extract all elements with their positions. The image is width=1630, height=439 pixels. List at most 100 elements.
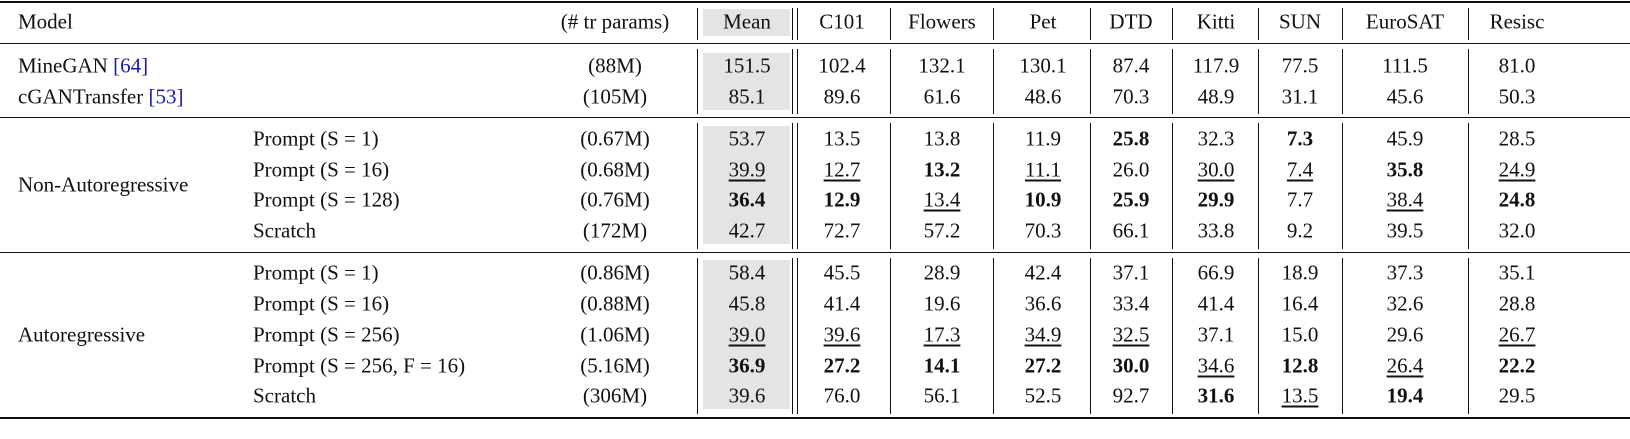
score-cell: 151.5 <box>723 53 771 78</box>
score-cell: 76.0 <box>823 383 861 408</box>
header-cell: Kitti <box>1196 9 1236 34</box>
column-divider <box>993 258 994 414</box>
score-cell: 13.5 <box>1281 383 1319 408</box>
score-cell: 37.1 <box>1112 260 1150 285</box>
score-cell: 16.4 <box>1281 291 1319 316</box>
score-cell: 15.0 <box>1281 322 1319 347</box>
score-cell: 85.1 <box>728 84 766 109</box>
citation[interactable]: [53] <box>148 84 184 109</box>
score-cell: 45.8 <box>728 291 766 316</box>
score-cell: 41.4 <box>1197 291 1235 316</box>
param-count: (105M) <box>582 84 648 109</box>
score-cell: 39.6 <box>728 383 766 408</box>
score-cell: 39.9 <box>728 157 766 182</box>
score-cell: 35.1 <box>1498 260 1536 285</box>
score-cell: 38.4 <box>1386 187 1424 212</box>
column-divider <box>1172 123 1173 249</box>
column-divider <box>1258 8 1259 40</box>
score-cell: 39.0 <box>728 322 766 347</box>
column-divider <box>1172 8 1173 40</box>
score-cell: 57.2 <box>923 218 961 243</box>
group-label: Non-Autoregressive <box>18 172 189 197</box>
score-cell: 29.5 <box>1498 383 1536 408</box>
score-cell: 53.7 <box>728 126 766 151</box>
score-cell: 9.2 <box>1286 218 1314 243</box>
score-cell: 37.3 <box>1386 260 1424 285</box>
score-cell: 32.5 <box>1112 322 1150 347</box>
column-divider <box>1090 8 1091 40</box>
column-divider <box>1090 49 1091 114</box>
param-count: (0.68M) <box>580 157 650 182</box>
score-cell: 27.2 <box>823 353 861 378</box>
rule <box>0 43 1630 44</box>
score-cell: 34.6 <box>1197 353 1235 378</box>
score-cell: 32.3 <box>1197 126 1235 151</box>
column-divider <box>1468 49 1469 114</box>
column-divider <box>1468 123 1469 249</box>
rule <box>0 117 1630 118</box>
score-cell: 39.5 <box>1386 218 1424 243</box>
score-cell: 25.9 <box>1112 187 1150 212</box>
column-divider <box>1090 123 1091 249</box>
score-cell: 37.1 <box>1197 322 1235 347</box>
score-cell: 26.4 <box>1386 353 1424 378</box>
column-divider <box>993 8 994 40</box>
score-cell: 56.1 <box>923 383 961 408</box>
score-cell: 13.4 <box>923 187 961 212</box>
column-divider <box>792 123 793 249</box>
rule <box>0 1 1630 3</box>
model-name: cGANTransfer [53] <box>18 84 184 109</box>
score-cell: 102.4 <box>818 53 866 78</box>
score-cell: 30.0 <box>1197 157 1235 182</box>
score-cell: 31.6 <box>1197 383 1235 408</box>
score-cell: 41.4 <box>823 291 861 316</box>
column-divider <box>1342 49 1343 114</box>
score-cell: 28.8 <box>1498 291 1536 316</box>
score-cell: 33.8 <box>1197 218 1235 243</box>
model-name: Scratch <box>253 218 316 243</box>
score-cell: 45.6 <box>1386 84 1424 109</box>
header-cell: Pet <box>1029 9 1057 34</box>
column-divider <box>890 8 891 40</box>
score-cell: 42.7 <box>728 218 766 243</box>
score-cell: 66.1 <box>1112 218 1150 243</box>
model-name: Prompt (S = 16) <box>253 291 390 316</box>
score-cell: 89.6 <box>823 84 861 109</box>
score-cell: 117.9 <box>1192 53 1240 78</box>
header-cell: SUN <box>1278 9 1322 34</box>
score-cell: 14.1 <box>923 353 961 378</box>
citation[interactable]: [64] <box>113 53 149 78</box>
score-cell: 12.9 <box>823 187 861 212</box>
score-cell: 33.4 <box>1112 291 1150 316</box>
column-divider <box>792 49 793 114</box>
score-cell: 35.8 <box>1386 157 1424 182</box>
header-cell: Model <box>18 9 73 34</box>
score-cell: 87.4 <box>1112 53 1150 78</box>
header-cell: Flowers <box>908 9 976 34</box>
param-count: (306M) <box>582 383 648 408</box>
mean-column-shade <box>703 260 790 409</box>
header-cell: Mean <box>723 9 771 34</box>
score-cell: 18.9 <box>1281 260 1319 285</box>
score-cell: 32.0 <box>1498 218 1536 243</box>
model-name: Prompt (S = 1) <box>253 126 379 151</box>
score-cell: 29.6 <box>1386 322 1424 347</box>
model-name: Prompt (S = 256) <box>253 322 400 347</box>
score-cell: 28.5 <box>1498 126 1536 151</box>
column-divider <box>1468 8 1469 40</box>
column-divider <box>697 49 698 114</box>
score-cell: 77.5 <box>1281 53 1319 78</box>
column-divider <box>1258 123 1259 249</box>
score-cell: 7.4 <box>1286 157 1314 182</box>
header-cell: (# tr params) <box>560 9 670 34</box>
score-cell: 32.6 <box>1386 291 1424 316</box>
column-divider <box>890 258 891 414</box>
column-divider <box>890 123 891 249</box>
column-divider <box>797 8 798 40</box>
column-divider <box>797 258 798 414</box>
model-name: MineGAN <box>18 53 114 78</box>
mean-column-shade <box>703 53 790 110</box>
model-name: MineGAN [64] <box>18 53 149 78</box>
score-cell: 70.3 <box>1112 84 1150 109</box>
column-divider <box>1342 258 1343 414</box>
